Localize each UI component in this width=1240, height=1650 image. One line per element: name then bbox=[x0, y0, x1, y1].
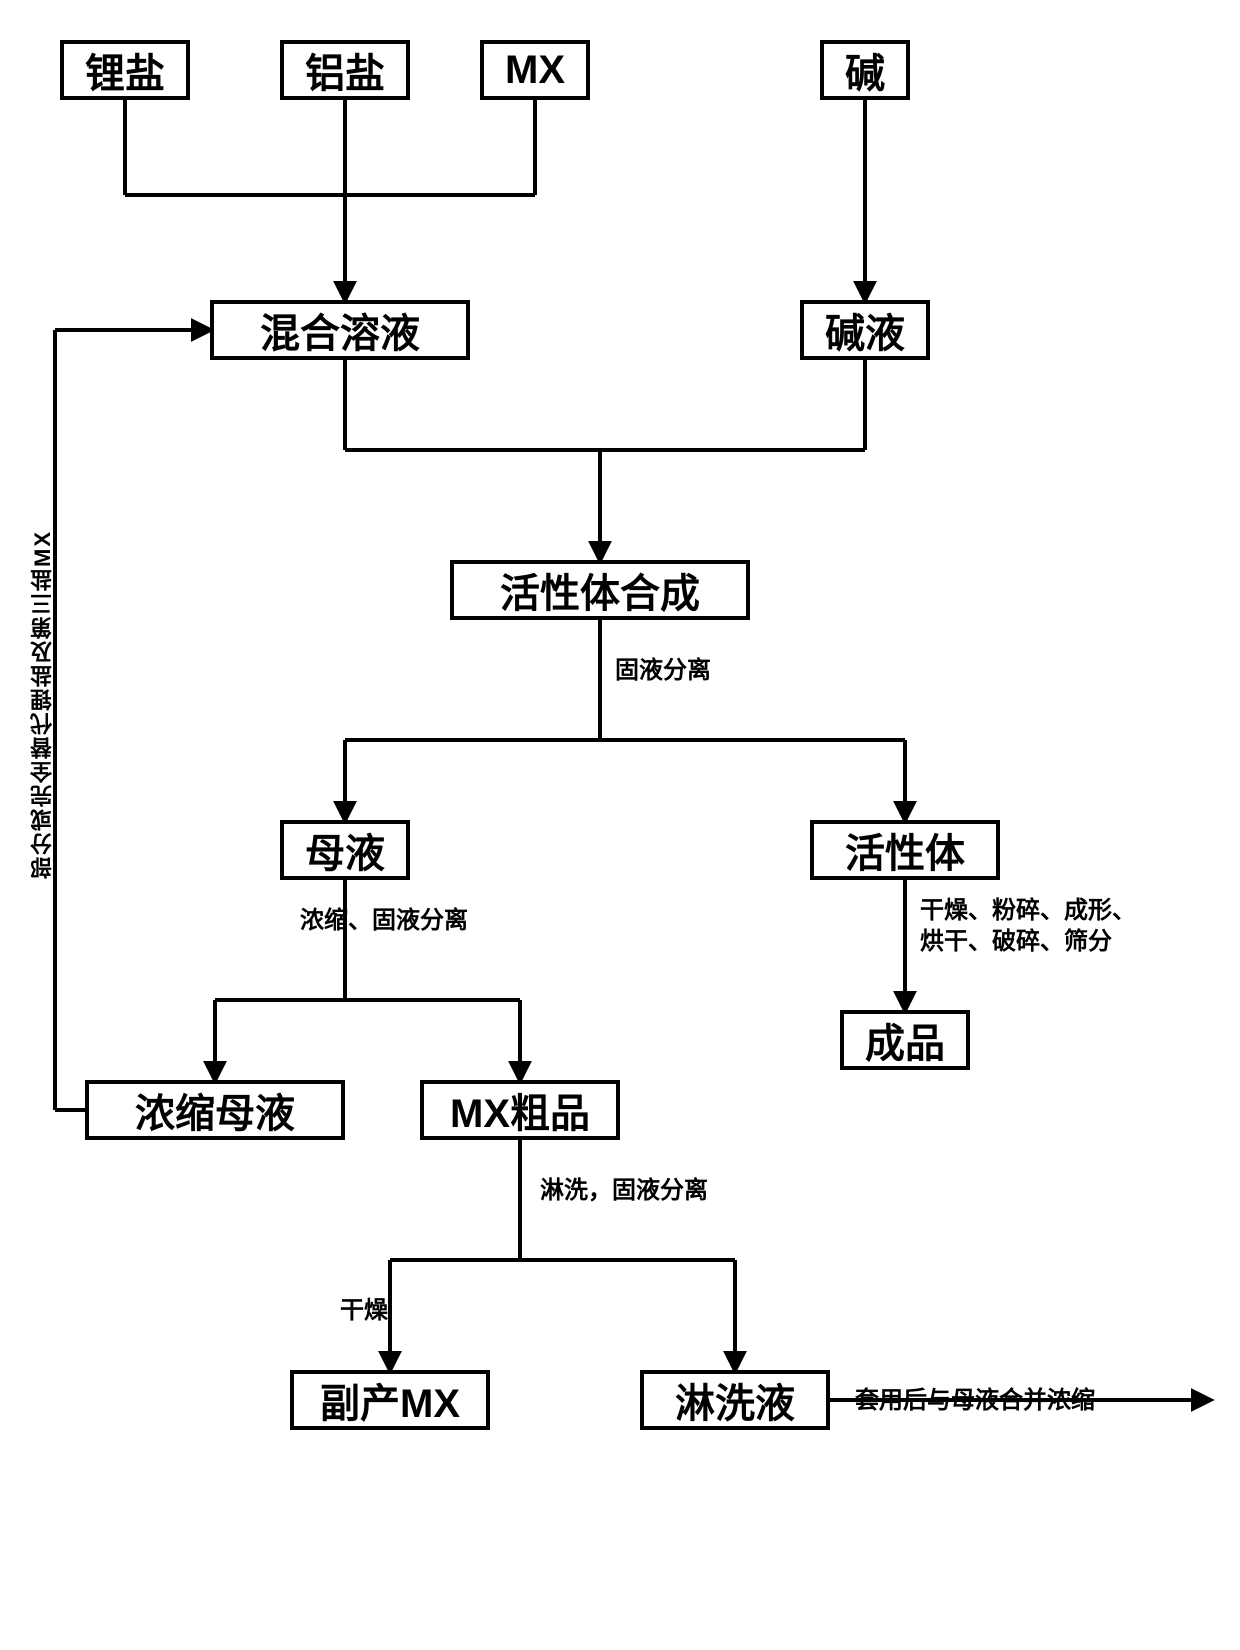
edge-label-rinse_sep: 淋洗，固液分离 bbox=[540, 1175, 708, 1206]
node-li_salt: 锂盐 bbox=[60, 40, 190, 100]
edge-label-recycle_r: 套用后与母液合并浓缩 bbox=[855, 1385, 1095, 1416]
edge-label-conc_sep: 浓缩、固液分离 bbox=[300, 905, 468, 936]
node-label-mix: 混合溶液 bbox=[260, 301, 420, 359]
node-label-mother: 母液 bbox=[305, 821, 385, 879]
node-alkali: 碱 bbox=[820, 40, 910, 100]
node-mother: 母液 bbox=[280, 820, 410, 880]
edge-label-dry_crush: 干燥、粉碎、成形、烘干、破碎、筛分 bbox=[920, 895, 1136, 957]
node-label-alk_liq: 碱液 bbox=[825, 301, 905, 359]
node-mix: 混合溶液 bbox=[210, 300, 470, 360]
node-label-rinse: 淋洗液 bbox=[675, 1371, 795, 1429]
node-al_salt: 铝盐 bbox=[280, 40, 410, 100]
node-mx: MX bbox=[480, 40, 590, 100]
node-product: 成品 bbox=[840, 1010, 970, 1070]
node-label-li_salt: 锂盐 bbox=[85, 41, 165, 99]
edge-label-dry: 干燥 bbox=[340, 1295, 388, 1326]
flowchart-canvas: 锂盐 铝盐 MX 碱混合溶液 碱液活性体合成母液 活性体成品浓缩母液 MX粗品副产MX 淋洗液… bbox=[0, 0, 1240, 1650]
node-label-synth: 活性体合成 bbox=[500, 561, 700, 619]
node-label-mx_crude: MX粗品 bbox=[450, 1081, 590, 1139]
node-label-active: 活性体 bbox=[845, 821, 965, 879]
node-label-alkali: 碱 bbox=[845, 41, 885, 99]
node-conc_ml: 浓缩母液 bbox=[85, 1080, 345, 1140]
node-label-mx: MX bbox=[505, 48, 565, 93]
node-mx_crude: MX粗品 bbox=[420, 1080, 620, 1140]
node-active: 活性体 bbox=[810, 820, 1000, 880]
node-label-al_salt: 铝盐 bbox=[305, 41, 385, 99]
node-synth: 活性体合成 bbox=[450, 560, 750, 620]
node-byprod: 副产MX bbox=[290, 1370, 490, 1430]
node-label-product: 成品 bbox=[865, 1011, 945, 1069]
edge-label-sl_sep: 固液分离 bbox=[615, 655, 711, 686]
node-label-byprod: 副产MX bbox=[320, 1371, 460, 1429]
node-alk_liq: 碱液 bbox=[800, 300, 930, 360]
node-label-conc_ml: 浓缩母液 bbox=[135, 1081, 295, 1139]
edge-label-recycle_l: 部分或完全替代锂盐及第三盐MX bbox=[30, 530, 56, 879]
node-rinse: 淋洗液 bbox=[640, 1370, 830, 1430]
